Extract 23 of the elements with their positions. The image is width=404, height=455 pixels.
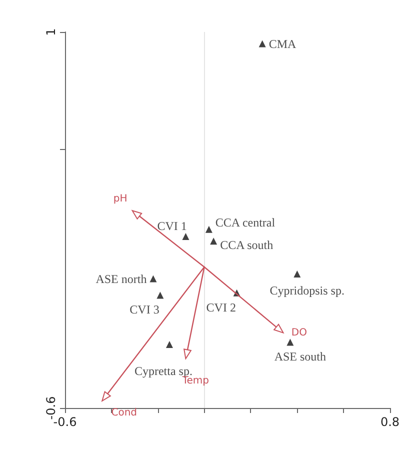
data-label: CVI 1 [157, 218, 187, 233]
x-tick-label: 0.8 [380, 415, 400, 429]
point [286, 338, 294, 346]
annotation: pH [113, 193, 128, 204]
annotation: DO [291, 328, 308, 339]
point [182, 232, 190, 240]
data-label: ASE south [274, 350, 326, 364]
point [210, 238, 218, 245]
data-label: CVI 3 [130, 302, 160, 317]
y-tick-label: 1 [44, 28, 58, 36]
point [294, 270, 301, 278]
point [150, 275, 157, 282]
data-label: Cypridopsis sp. [270, 284, 344, 298]
point [166, 341, 173, 348]
data-label: CCA central [215, 215, 276, 230]
data-label: CMA [268, 36, 296, 51]
data-label: CCA south [220, 238, 274, 252]
data-label: ASE north [96, 272, 147, 286]
point [156, 292, 164, 299]
annotation: Cond [111, 408, 138, 419]
point [258, 40, 266, 48]
point [205, 226, 212, 233]
data-label: CVI 2 [206, 300, 236, 314]
